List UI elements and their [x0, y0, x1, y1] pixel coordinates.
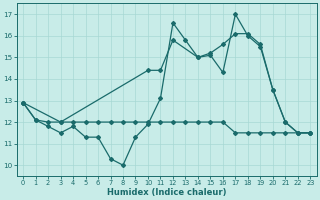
X-axis label: Humidex (Indice chaleur): Humidex (Indice chaleur) — [107, 188, 227, 197]
